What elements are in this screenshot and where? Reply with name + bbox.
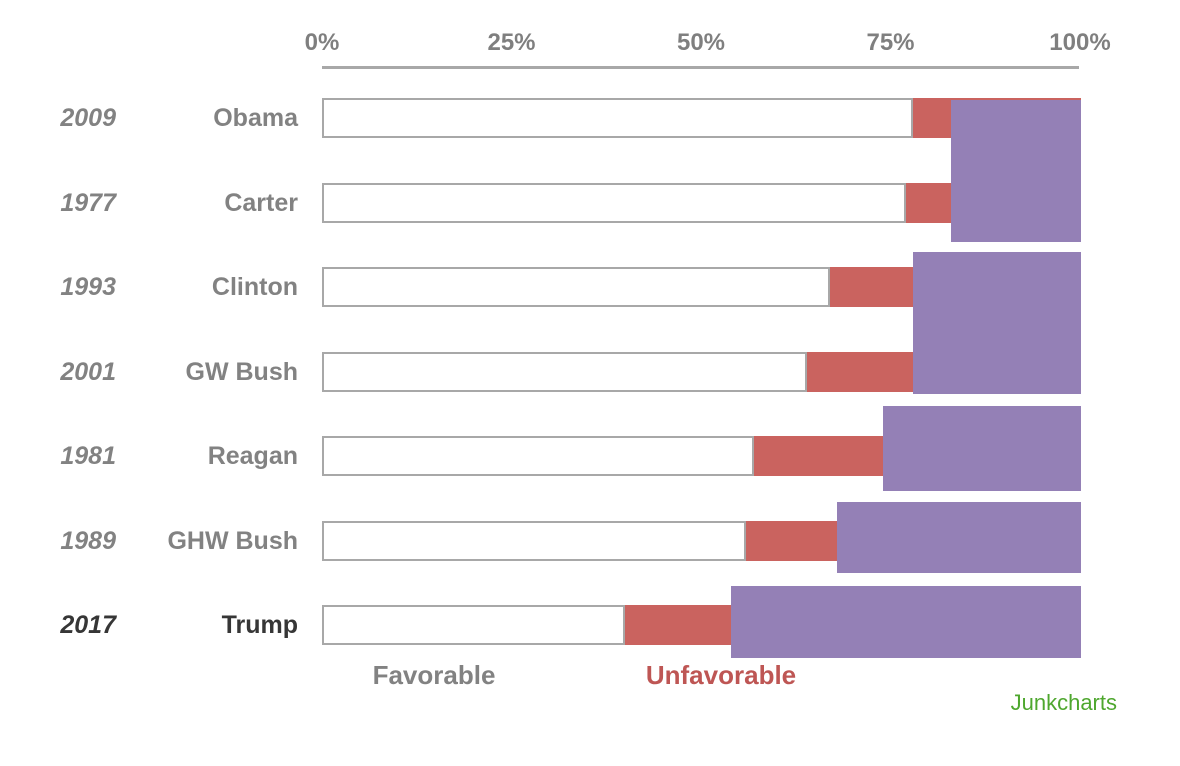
favorable-bar [322,267,830,307]
president-label: Carter [224,189,298,217]
year-label: 1977 [60,189,116,217]
president-label: GHW Bush [167,527,298,555]
year-label: 1993 [60,273,116,301]
x-axis-tick-label: 100% [1049,29,1111,56]
president-label: Clinton [211,273,298,301]
unfavorable-legend-label: Unfavorable [645,660,797,690]
no-opinion-block [837,502,1081,573]
president-label: Trump [221,611,298,639]
junkcharts-credit: Junkcharts [1010,690,1117,715]
no-opinion-block [951,100,1081,242]
president-label: GW Bush [185,358,299,386]
year-label: 2017 [60,611,116,639]
x-axis-tick-label: 75% [866,29,915,56]
year-label: 1981 [60,442,116,470]
favorable-legend-label: Favorable [372,660,496,690]
x-axis-line [322,66,1079,69]
favorable-bar [322,605,626,645]
x-axis-tick-label: 25% [487,29,536,56]
favorable-bar [322,352,808,392]
x-axis-tick-label: 50% [676,29,726,56]
favorable-bar [322,436,755,476]
favorable-bar [322,183,906,223]
year-label: 1989 [60,527,116,555]
favorable-bar [322,521,747,561]
no-opinion-block [913,252,1081,394]
president-label: Reagan [207,442,298,470]
president-label: Obama [213,104,298,132]
no-opinion-block [882,406,1081,491]
x-axis-tick-label: 0% [304,29,340,56]
year-label: 2009 [60,104,116,132]
year-label: 2001 [60,358,116,386]
no-opinion-block [731,586,1081,658]
favorable-bar [322,98,914,138]
